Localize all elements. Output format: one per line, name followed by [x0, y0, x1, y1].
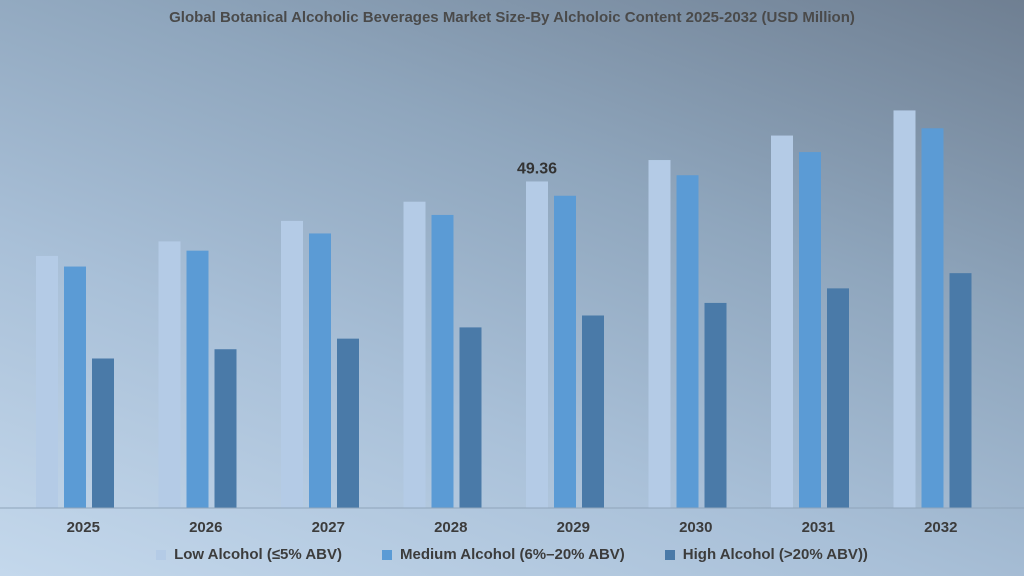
bar-2027-series-2	[337, 338, 359, 508]
chart-legend: Low Alcohol (≤5% ABV) Medium Alcohol (6%–…	[0, 546, 1024, 563]
bar-2029-series-0	[526, 181, 548, 509]
bar-2031-series-2	[827, 288, 849, 508]
x-tick-label: 2032	[924, 519, 957, 536]
bar-2030-series-0	[648, 160, 671, 508]
bar-2025-series-2	[92, 358, 114, 508]
chart-title: Global Botanical Alcoholic Beverages Mar…	[169, 9, 855, 26]
legend-label: High Alcohol (>20% ABV))	[682, 546, 868, 563]
bar-2032-series-2	[949, 273, 972, 508]
bar-2031-series-1	[799, 152, 821, 509]
bar-2026-series-2	[214, 349, 237, 508]
bar-2025-series-1	[64, 266, 86, 508]
x-tick-label: 2028	[434, 519, 467, 536]
legend-item: Medium Alcohol (6%–20% ABV)	[382, 546, 625, 563]
bar-2030-series-1	[676, 175, 699, 508]
data-label: 49.36	[517, 160, 557, 177]
bar-2030-series-2	[704, 302, 727, 508]
bar-2028-series-0	[403, 201, 426, 508]
x-tick-label: 2027	[312, 519, 345, 536]
x-tick-label: 2029	[557, 519, 590, 536]
x-tick-label: 2030	[679, 519, 712, 536]
x-tick-label: 2025	[67, 519, 100, 536]
x-tick-label: 2031	[802, 519, 835, 536]
bar-2025-series-0	[36, 255, 58, 508]
bar-2027-series-1	[309, 233, 331, 508]
legend-label: Medium Alcohol (6%–20% ABV)	[400, 546, 625, 563]
legend-item: High Alcohol (>20% ABV))	[664, 546, 868, 563]
bar-2029-series-1	[554, 195, 576, 508]
bar-2026-series-1	[186, 250, 209, 508]
bar-2032-series-0	[893, 110, 916, 509]
legend-label: Low Alcohol (≤5% ABV)	[174, 546, 343, 563]
bar-2031-series-0	[771, 135, 793, 509]
legend-swatch	[382, 549, 393, 560]
bar-2027-series-0	[281, 220, 303, 508]
bar-2029-series-2	[582, 315, 604, 508]
bar-2026-series-0	[158, 241, 181, 508]
bar-2032-series-1	[921, 128, 944, 508]
bar-2028-series-1	[431, 214, 454, 508]
x-tick-label: 2026	[189, 519, 222, 536]
legend-swatch	[156, 549, 167, 560]
legend-item: Low Alcohol (≤5% ABV)	[156, 546, 342, 563]
bar-2028-series-2	[459, 327, 482, 508]
legend-swatch	[664, 549, 675, 560]
